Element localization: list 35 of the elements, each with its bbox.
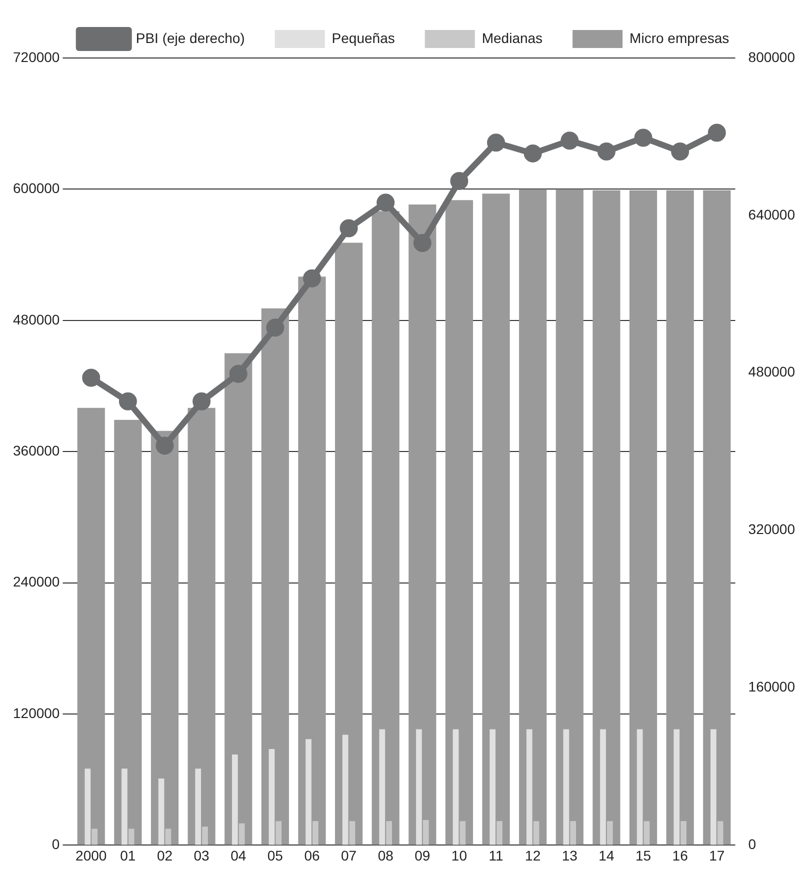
- y2-tick-label: 640000: [748, 206, 796, 222]
- x-tick-label: 11: [488, 847, 504, 864]
- x-tick-label: 03: [194, 847, 210, 864]
- y-tick-label: 480000: [13, 311, 60, 328]
- y2-tick-label: 480000: [748, 364, 796, 380]
- x-tick-label: 08: [378, 847, 394, 864]
- y-tick-label: 360000: [13, 442, 60, 458]
- x-tick-label: 07: [340, 847, 357, 864]
- x-tick-label: 05: [267, 847, 284, 864]
- y2-tick-label: 800000: [748, 48, 796, 65]
- x-tick-label: 04: [230, 847, 246, 864]
- y-tick-label: 240000: [13, 574, 60, 590]
- legend-label: Micro empresas: [630, 30, 730, 46]
- x-tick-label: 01: [120, 847, 136, 864]
- x-tick-label: 10: [451, 847, 468, 864]
- x-tick-label: 17: [709, 847, 725, 864]
- x-tick-label: 12: [525, 847, 541, 864]
- y2-tick-label: 320000: [748, 521, 796, 538]
- x-tick-label: 15: [635, 847, 652, 864]
- x-tick-label: 09: [414, 847, 430, 864]
- y2-tick-label: 0: [748, 836, 756, 852]
- x-tick-label: 02: [156, 847, 173, 864]
- x-tick-label: 13: [562, 847, 578, 864]
- x-tick-label: 16: [672, 847, 688, 864]
- y-tick-label: 0: [52, 836, 60, 852]
- x-tick-label: 2000: [76, 847, 107, 864]
- y-tick-label: 600000: [13, 180, 60, 196]
- y-tick-label: 720000: [13, 48, 60, 65]
- y2-tick-label: 160000: [748, 678, 796, 695]
- legend-label: Medianas: [482, 30, 543, 46]
- legend-label: PBI (eje derecho): [136, 30, 245, 46]
- x-tick-label: 06: [304, 847, 320, 864]
- legend-label: Pequeñas: [332, 30, 395, 46]
- x-tick-label: 14: [598, 847, 614, 864]
- y-tick-label: 120000: [13, 704, 60, 721]
